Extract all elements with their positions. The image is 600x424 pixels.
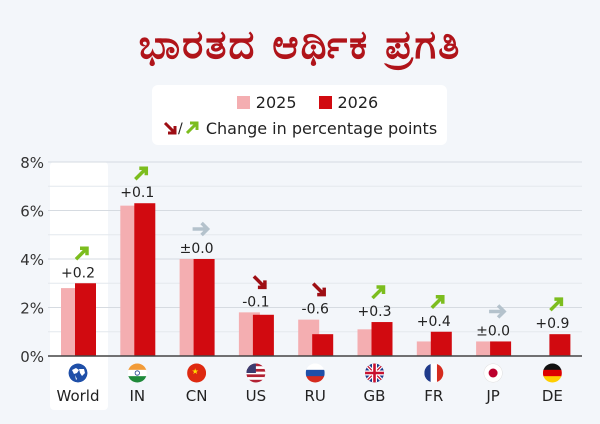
chart-title: ಭಾರತದ ಆರ್ಥಿಕ ಪ್ರಗತಿ xyxy=(138,22,462,68)
change-arrows-icon: / xyxy=(163,121,199,136)
arrow-up-icon xyxy=(549,297,564,312)
flag-usa-icon xyxy=(246,363,266,383)
change-label: +0.9 xyxy=(535,316,569,332)
x-category-label: DE xyxy=(542,387,563,405)
y-tick-label: 8% xyxy=(20,154,44,172)
bar-2026 xyxy=(193,259,215,356)
arrow-up-icon xyxy=(430,295,445,309)
flag-india-icon xyxy=(127,363,147,383)
bar-2026 xyxy=(371,322,393,356)
change-label: ±0.0 xyxy=(180,241,214,257)
change-label: +0.1 xyxy=(120,185,154,201)
arrow-flat-icon xyxy=(192,221,211,237)
change-label: +0.2 xyxy=(61,265,95,281)
change-label: ±0.0 xyxy=(476,323,510,339)
legend-label-2025: 2025 xyxy=(255,92,297,112)
bar-2026 xyxy=(549,334,571,356)
change-label: +0.3 xyxy=(358,304,392,320)
legend-swatch-2025 xyxy=(236,95,250,109)
bar-2026 xyxy=(75,283,96,356)
arrow-up-icon xyxy=(371,285,386,300)
y-tick-label: 6% xyxy=(20,203,44,221)
flag-germany-icon xyxy=(542,363,562,383)
arrow-down-icon xyxy=(311,282,326,297)
change-label: +0.4 xyxy=(417,314,451,330)
arrow-up-icon xyxy=(134,166,149,181)
flag-japan-icon xyxy=(483,363,503,383)
bar-2026 xyxy=(430,331,452,356)
x-category-label: JP xyxy=(485,387,499,405)
legend-swatch-2026 xyxy=(318,95,332,109)
x-category-label: IN xyxy=(129,387,145,405)
legend: 2025 2026 / Change in percentage points xyxy=(152,85,447,145)
globe-icon xyxy=(68,363,88,383)
flag-uk-icon xyxy=(365,363,384,383)
bar-2026 xyxy=(312,334,334,356)
x-category-label: World xyxy=(57,387,100,405)
arrow-up-icon xyxy=(74,246,89,261)
flag-france-icon xyxy=(424,363,444,383)
bar-2026 xyxy=(490,341,512,356)
arrow-flat-icon xyxy=(489,304,507,319)
arrow-down-icon xyxy=(252,275,267,290)
svg-text:★: ★ xyxy=(192,367,199,376)
x-category-label: CN xyxy=(186,387,208,405)
legend-change-label: Change in percentage points xyxy=(205,118,438,138)
change-label: -0.1 xyxy=(242,294,269,310)
bar-2026 xyxy=(252,314,274,356)
x-category-label: FR xyxy=(424,387,443,405)
change-label: -0.6 xyxy=(302,302,329,318)
x-category-label: GB xyxy=(364,387,386,405)
legend-label-2026: 2026 xyxy=(337,92,379,112)
x-category-label: RU xyxy=(304,387,325,405)
flag-china-icon: ★ xyxy=(187,363,207,383)
y-tick-label: 0% xyxy=(20,348,44,366)
y-tick-label: 4% xyxy=(20,251,44,269)
flag-russia-icon xyxy=(305,363,325,383)
x-category-label: US xyxy=(246,387,267,405)
y-tick-label: 2% xyxy=(20,300,44,318)
svg-text:/: / xyxy=(178,121,183,136)
bar-2026 xyxy=(134,203,156,356)
